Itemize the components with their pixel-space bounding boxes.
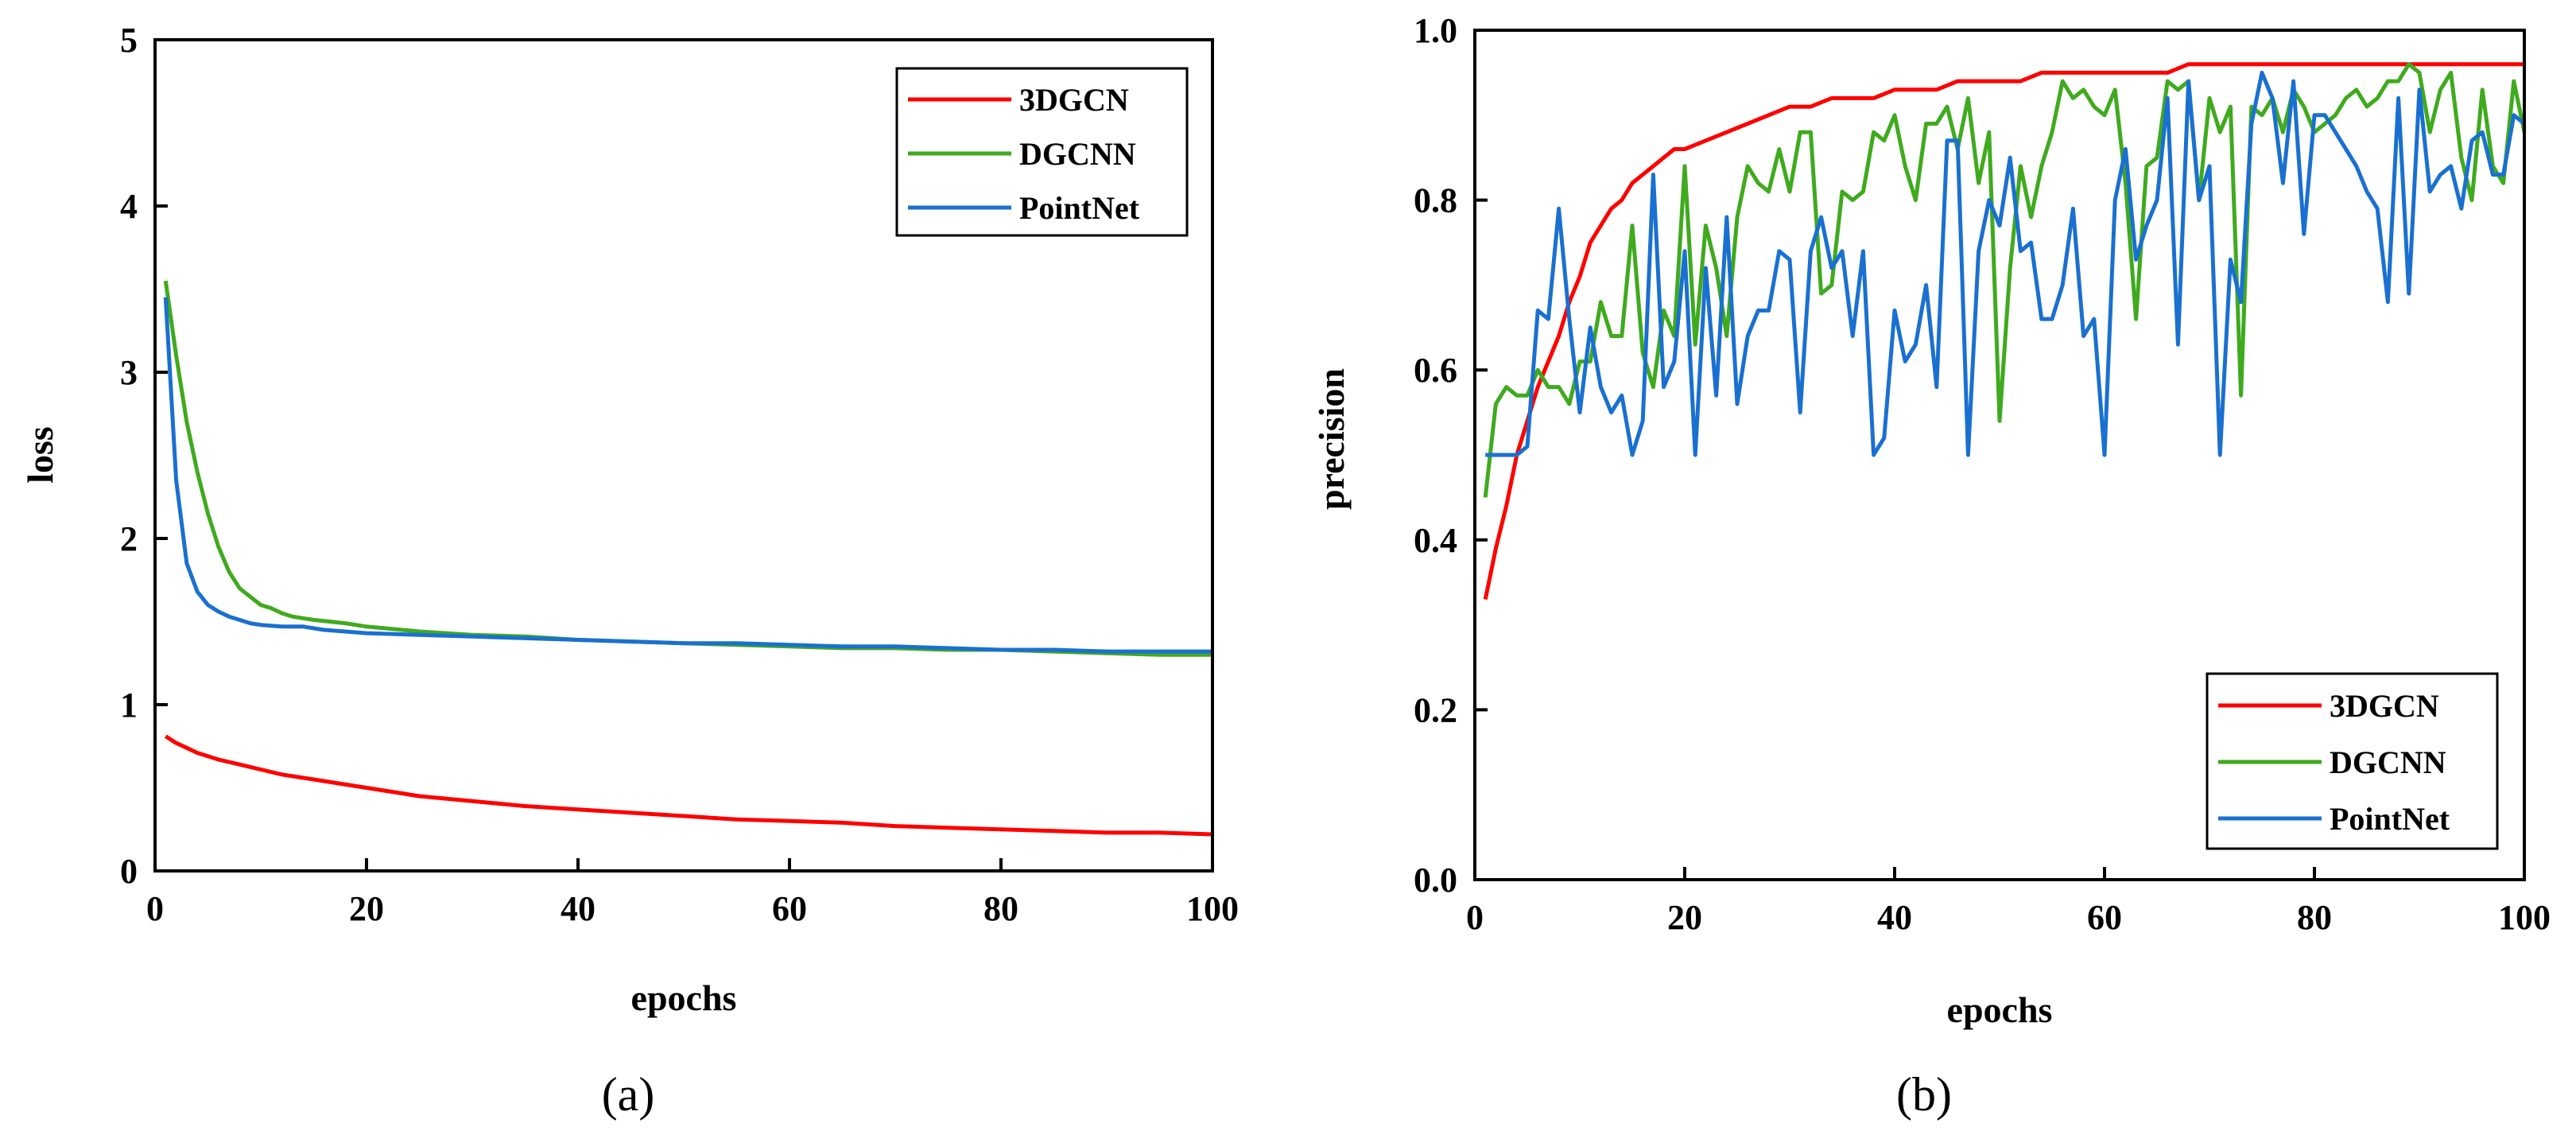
precision-y-tick-label: 0.6 xyxy=(1414,351,1457,390)
loss-legend-label-pointnet: PointNet xyxy=(1019,190,1140,226)
loss-series-pointnet xyxy=(163,297,1212,654)
loss-x-axis-label: epochs xyxy=(631,977,737,1018)
precision-series-dgcnn xyxy=(1483,62,2527,498)
loss-x-tick-label: 40 xyxy=(561,889,596,928)
loss-x-tick-label: 0 xyxy=(146,889,164,928)
precision-plot-frame xyxy=(1473,29,2526,881)
loss-legend-label-3dgcn: 3DGCN xyxy=(1019,82,1129,118)
precision-x-tick-label: 80 xyxy=(2297,898,2332,937)
loss-legend: 3DGCN DGCNN PointNet xyxy=(895,67,1189,237)
loss-x-tick-label: 80 xyxy=(983,889,1018,928)
precision-x-tick-label: 100 xyxy=(2498,898,2551,937)
loss-x-tick-label: 100 xyxy=(1186,889,1239,928)
loss-chart: 0 20 40 60 80 100 0 1 2 3 4 5 epochs loss (a) 3DGCN… xyxy=(20,21,1239,1121)
panel-label-a: (a) xyxy=(602,1068,655,1121)
precision-x-tick-label: 60 xyxy=(2087,898,2122,937)
precision-series-pointnet xyxy=(1485,70,2526,457)
panel-label-b: (b) xyxy=(1896,1068,1952,1121)
loss-plot-frame xyxy=(153,38,1214,873)
loss-y-tick-label: 0 xyxy=(120,852,138,891)
loss-y-axis-label: loss xyxy=(20,426,60,484)
loss-x-tick-label: 20 xyxy=(349,889,384,928)
precision-x-axis-label: epochs xyxy=(1947,989,2053,1030)
loss-y-tick-label: 5 xyxy=(120,21,138,60)
loss-y-tick-label: 3 xyxy=(120,353,138,392)
loss-series-3dgcn xyxy=(164,734,1213,837)
precision-y-tick-label: 1.0 xyxy=(1414,11,1457,50)
loss-y-tick-label: 4 xyxy=(120,187,138,226)
loss-series-lines xyxy=(163,280,1213,837)
loss-y-tick-label: 1 xyxy=(120,686,138,725)
precision-x-tick-label: 20 xyxy=(1667,898,1702,937)
precision-chart: 0 20 40 60 80 100 0.0 0.2 0.4 0.6 0.8 1.0 epochs pr… xyxy=(1311,11,2551,1121)
loss-y-tick-label: 2 xyxy=(120,519,138,558)
loss-axis-ticks: 0 20 40 60 80 100 0 1 2 3 4 5 xyxy=(120,21,1239,928)
precision-y-tick-label: 0.4 xyxy=(1414,521,1457,560)
precision-series-3dgcn xyxy=(1483,62,2524,600)
precision-legend-label-dgcnn: DGCNN xyxy=(2330,744,2446,780)
precision-axis-ticks: 0 20 40 60 80 100 0.0 0.2 0.4 0.6 0.8 1.0 xyxy=(1414,11,2551,937)
precision-x-tick-label: 40 xyxy=(1877,898,1912,937)
precision-y-tick-label: 0.8 xyxy=(1414,181,1457,220)
precision-y-axis-label: precision xyxy=(1311,368,1352,510)
precision-legend: 3DGCN DGCNN PointNet xyxy=(2206,672,2499,850)
precision-y-tick-label: 0.2 xyxy=(1414,690,1457,729)
precision-x-tick-label: 0 xyxy=(1466,898,1484,937)
precision-series-lines xyxy=(1483,62,2527,600)
precision-y-tick-label: 0.0 xyxy=(1414,861,1457,900)
loss-x-tick-label: 60 xyxy=(772,889,807,928)
loss-legend-label-dgcnn: DGCNN xyxy=(1019,136,1136,172)
precision-legend-label-pointnet: PointNet xyxy=(2330,801,2450,837)
precision-legend-label-3dgcn: 3DGCN xyxy=(2330,688,2439,724)
loss-series-dgcnn xyxy=(163,280,1212,657)
